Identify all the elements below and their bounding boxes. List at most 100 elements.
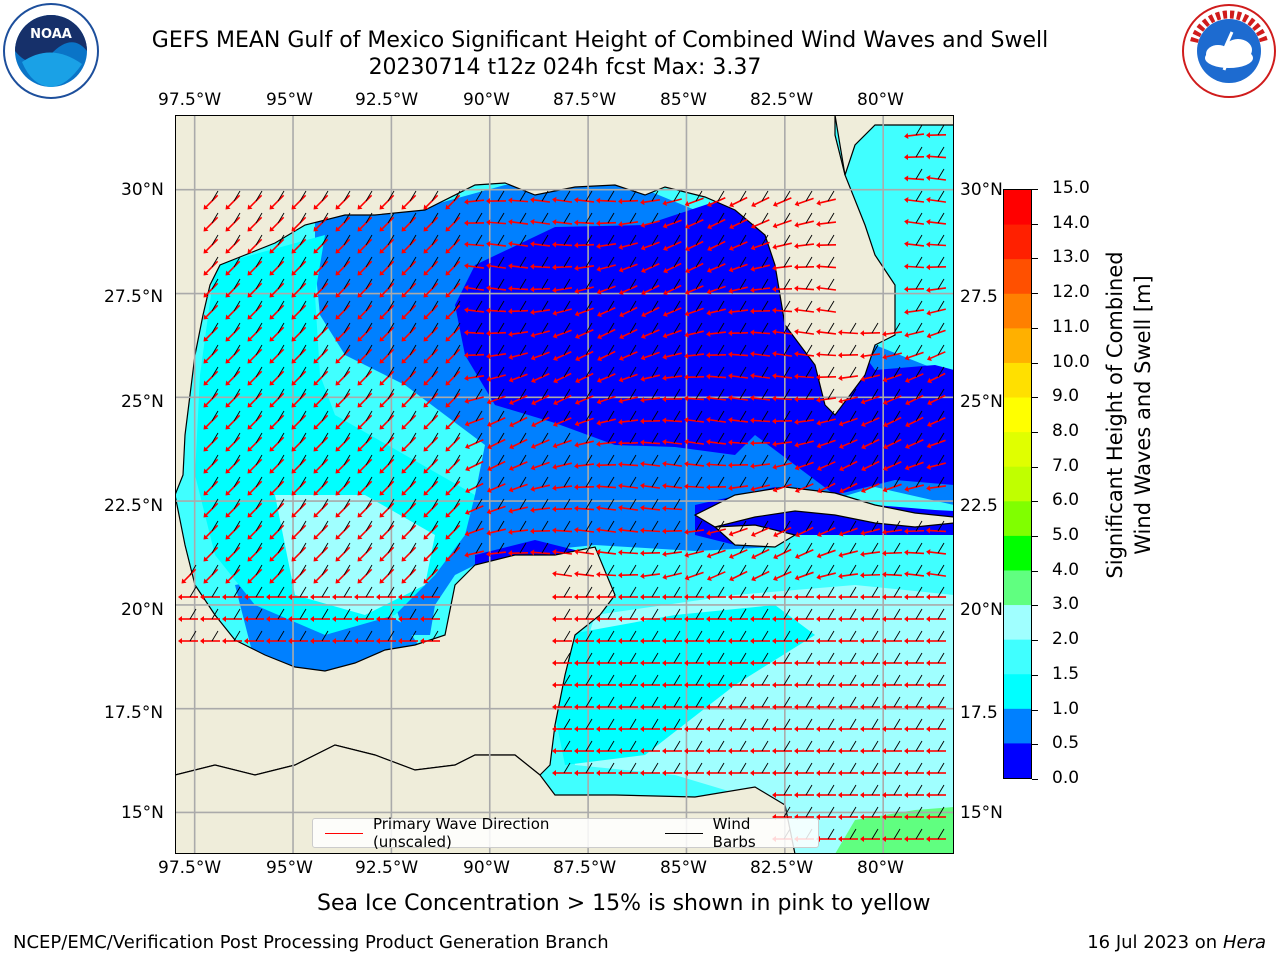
wind-barb [915,278,923,290]
wave-arrow-head [795,531,801,538]
wave-arrow-head [313,380,319,386]
wave-arrow-head [423,512,429,518]
wind-barb [783,696,791,708]
colorbar-tick-label: 12.0 [1052,282,1090,303]
wind-barb [673,608,681,620]
wind-barb [255,234,263,246]
wind-barb [365,234,373,246]
wind-barb [783,278,791,290]
wind-barb [299,388,307,400]
colorbar-tick-label: 10.0 [1052,351,1090,372]
wave-arrow-head [203,270,209,276]
wave-arrow-head [445,380,451,386]
wind-barb [827,542,835,554]
wind-barb [453,322,461,334]
wind-barb [827,454,835,466]
wind-barb [607,344,615,356]
wind-barb [827,278,835,290]
wind-barb [629,366,637,378]
wind-barb [211,234,219,246]
wind-barb [651,234,659,246]
wave-arrow-head [574,420,580,427]
wave-arrow-head [772,486,778,493]
footer-credit: NCEP/EMC/Verification Post Processing Pr… [13,932,609,953]
wind-barb [409,476,417,488]
wind-barb [365,300,373,312]
wave-arrow-head [618,572,623,579]
wave-arrow-head [313,446,319,452]
wind-barb [585,498,593,510]
wave-arrow-head [706,529,711,536]
wind-barb [299,366,307,378]
wave-arrow-head [509,443,515,450]
wind-barb [871,520,879,532]
wave-arrow-head [203,490,209,496]
wind-barb [717,542,725,554]
wave-arrow-head [508,331,513,338]
lat-label: 15°N [121,803,164,823]
wave-arrow-head [662,311,668,317]
wave-arrow-head [817,531,822,537]
wind-barb [717,190,725,202]
wave-arrow-head [597,355,603,362]
wind-barb [915,344,923,356]
wind-barb [717,454,725,466]
wind-barb [783,366,791,378]
wind-barb [321,542,329,554]
wave-arrow-head [795,553,800,559]
wave-arrow-head [772,264,777,271]
wave-arrow-head [838,770,842,776]
wave-arrow-head [860,530,865,536]
wave-arrow-head [596,748,600,754]
wave-arrow-head [445,424,451,430]
wave-arrow-head [247,380,253,386]
wind-barb [299,586,307,598]
wave-arrow-head [222,638,226,644]
wave-arrow-head [445,248,451,254]
wave-arrow-head [751,201,757,208]
wave-arrow-head [596,377,602,383]
wave-arrow-head [926,682,930,688]
wind-barb [673,410,681,422]
wind-barb [189,608,197,620]
wave-arrow-head [247,468,253,474]
wave-arrow-head [313,226,319,232]
footer-date-text: 16 Jul 2023 on [1087,932,1223,953]
wave-arrow-head [794,726,798,732]
wave-arrow-head [379,468,385,474]
wave-arrow-head [574,462,579,469]
wave-arrow-head [926,549,931,556]
wave-arrow-head [465,465,471,472]
wind-barb [673,542,681,554]
wave-arrow-head [772,418,777,425]
wind-barb [563,278,571,290]
wave-arrow-head [464,375,469,382]
wave-arrow-head [574,219,579,226]
wind-barb [695,366,703,378]
wave-arrow-head [508,240,513,247]
wave-arrow-head [596,243,601,250]
wave-arrow-head [926,770,930,776]
wave-arrow-head [904,154,909,161]
lon-label: 87.5°W [553,90,617,110]
wave-arrow-head [640,244,646,251]
wind-barb [695,322,703,334]
wave-arrow-head [904,814,908,820]
wind-barb [893,586,901,598]
wind-barb [739,696,747,708]
wave-arrow-head [574,726,578,732]
wind-barb [255,366,263,378]
wind-barb [255,586,263,598]
wind-barb [937,586,945,598]
wave-arrow-head [926,219,931,226]
wind-barb [233,476,241,488]
wave-arrow-head [882,550,887,557]
wind-barb [915,564,923,576]
wind-barb [871,586,879,598]
wind-barb [827,828,835,840]
wave-arrow-head [618,616,622,622]
wind-barb [805,410,813,422]
wind-barb [937,564,945,576]
wave-arrow-head [445,490,451,496]
wind-barb [255,498,263,510]
